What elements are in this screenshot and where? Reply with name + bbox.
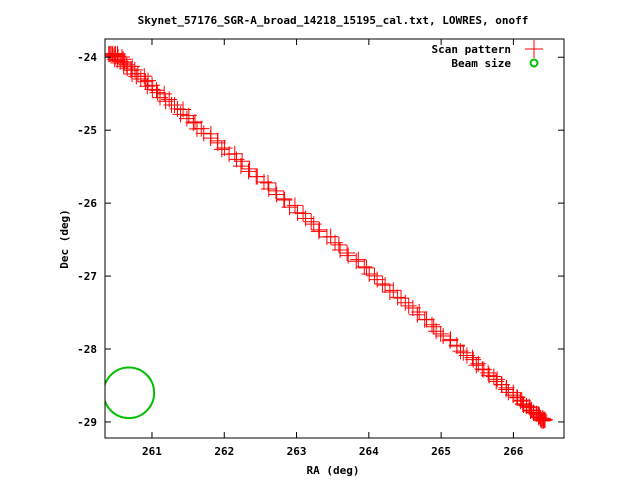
scan-point [295, 205, 312, 222]
chart-title: Skynet_57176_SGR-A_broad_14218_15195_cal… [138, 14, 529, 27]
scan-point [522, 402, 539, 419]
scan-point [505, 384, 522, 401]
scan-point [241, 160, 258, 177]
scan-point [234, 153, 251, 170]
scan-point [350, 251, 367, 268]
scan-point [286, 197, 303, 214]
scan-point [311, 221, 328, 238]
scan-point [213, 141, 230, 158]
x-tick-label: 261 [142, 445, 162, 458]
x-axis: 261 262 263 264 265 266 [142, 39, 524, 458]
scan-point [193, 120, 210, 137]
scan-point [428, 323, 445, 340]
scan-point [400, 297, 417, 314]
scan-point [107, 45, 124, 62]
scan-point [310, 223, 327, 240]
scan-point [409, 306, 426, 323]
x-tick-label: 262 [214, 445, 234, 458]
scan-point [202, 125, 219, 142]
scan-point [260, 174, 277, 191]
scan-point [418, 311, 435, 328]
scan-point [366, 267, 383, 284]
scan-point [348, 253, 365, 270]
scan-point [435, 327, 452, 344]
x-tick-label: 263 [287, 445, 307, 458]
scan-point [374, 275, 391, 292]
scan-point [464, 349, 481, 366]
legend-label-scan: Scan pattern [432, 43, 511, 56]
scan-point [523, 402, 540, 419]
scan-point [509, 388, 526, 405]
scan-point [512, 393, 529, 410]
scan-point [455, 344, 472, 361]
y-tick-label: -24 [77, 51, 97, 64]
scan-point [186, 114, 203, 131]
scan-point [534, 412, 551, 429]
scan-point [226, 145, 243, 162]
scan-point [216, 140, 233, 157]
scan-point [144, 77, 161, 94]
scan-point [330, 236, 347, 253]
y-axis-label: Dec (deg) [58, 209, 71, 269]
scan-point [442, 331, 459, 348]
scan-point [249, 168, 266, 185]
scan-point [404, 300, 421, 317]
beam-circle [105, 366, 156, 420]
scan-point [377, 277, 394, 294]
scan-point [136, 68, 153, 85]
scan-point [275, 190, 292, 207]
scan-point [178, 110, 195, 127]
scan-point [425, 318, 442, 335]
scan-point [411, 303, 428, 320]
scan-point [468, 357, 485, 374]
scan-point [358, 259, 375, 276]
x-tick-label: 264 [359, 445, 379, 458]
y-tick-label: -26 [77, 197, 97, 210]
y-axis: -24 -25 -26 -27 -28 -29 [77, 51, 564, 429]
scan-point [209, 132, 226, 149]
scan-point [449, 338, 466, 355]
scan-point [531, 408, 548, 425]
scan-point [515, 396, 532, 413]
y-tick-label: -28 [77, 343, 97, 356]
scan-point [322, 228, 339, 245]
plot-frame [104, 38, 565, 439]
y-tick-label: -25 [77, 124, 97, 137]
legend-marker-beam [529, 58, 539, 68]
scan-point [393, 290, 410, 307]
scan-point [530, 405, 547, 422]
scan-point [303, 213, 320, 230]
plot-area [105, 45, 554, 429]
scan-point [106, 46, 123, 63]
scan-point [432, 325, 449, 342]
scan-point [525, 404, 542, 421]
scan-point [140, 72, 157, 89]
legend-label-beam: Beam size [451, 57, 511, 70]
scan-point [148, 82, 165, 99]
x-tick-label: 266 [503, 445, 523, 458]
scan-point [126, 61, 143, 78]
scan-point [489, 371, 506, 388]
scan-point [340, 247, 357, 264]
scan-point [156, 85, 173, 102]
scan-point [385, 282, 402, 299]
scan-point [175, 101, 192, 118]
scan-point [267, 182, 284, 199]
scan-point [339, 245, 356, 262]
x-tick-label: 265 [431, 445, 451, 458]
y-tick-label: -29 [77, 416, 97, 429]
legend-marker-scan [525, 40, 543, 58]
x-axis-label: RA (deg) [307, 464, 360, 477]
y-tick-label: -27 [77, 270, 97, 283]
